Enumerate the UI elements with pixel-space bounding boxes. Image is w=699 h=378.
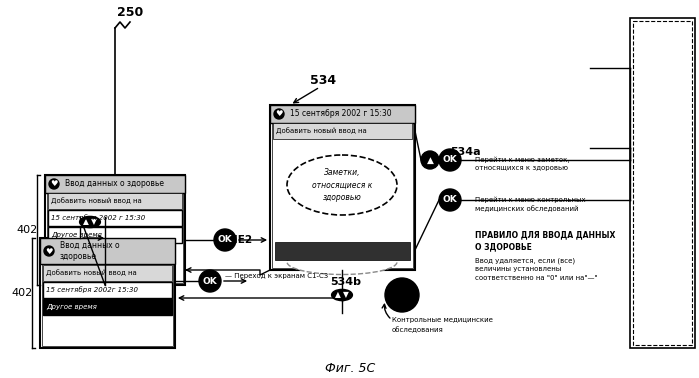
Text: ▲: ▲	[426, 155, 433, 164]
Text: 15 сентября 2002 г 15:30: 15 сентября 2002 г 15:30	[290, 110, 391, 118]
Text: Заметки,
относящиеся к
здоровью: Заметки, относящиеся к здоровью	[312, 168, 372, 202]
Text: Фиг. 5C: Фиг. 5C	[325, 361, 375, 375]
Circle shape	[274, 109, 284, 119]
Bar	[40, 238, 175, 348]
Text: ▲: ▲	[82, 217, 89, 226]
Text: 534: 534	[310, 73, 336, 87]
Text: Добавить новый ввод на: Добавить новый ввод на	[46, 270, 137, 276]
Circle shape	[199, 270, 221, 292]
Text: 402: 402	[16, 225, 38, 235]
Bar	[273, 123, 412, 139]
Ellipse shape	[80, 216, 101, 228]
Circle shape	[439, 149, 461, 171]
Text: Перейти к меню заметок,
относящихся к здоровью: Перейти к меню заметок, относящихся к зд…	[475, 157, 570, 171]
Text: ▲: ▲	[335, 291, 340, 299]
Bar	[47, 177, 183, 283]
Bar	[48, 210, 182, 226]
Circle shape	[214, 229, 236, 251]
Bar	[43, 299, 172, 315]
Text: 15 сентября 2002 г 15:30: 15 сентября 2002 г 15:30	[51, 215, 145, 222]
Bar	[48, 227, 182, 243]
Text: ПРАВИЛО ДЛЯ ВВОДА ДАННЫХ
О ЗДОРОВЬЕ: ПРАВИЛО ДЛЯ ВВОДА ДАННЫХ О ЗДОРОВЬЕ	[475, 230, 615, 251]
Circle shape	[385, 278, 419, 312]
Text: НЕ2: НЕ2	[229, 235, 252, 245]
Text: ▼: ▼	[343, 291, 350, 299]
Text: 250: 250	[117, 6, 143, 19]
Bar	[42, 240, 173, 346]
Bar	[48, 193, 182, 209]
Text: ♥: ♥	[45, 246, 52, 256]
Ellipse shape	[287, 249, 397, 274]
Bar	[45, 175, 185, 285]
Text: Ввод данных о здоровье: Ввод данных о здоровье	[65, 180, 164, 189]
Bar	[43, 265, 172, 281]
Circle shape	[49, 179, 59, 189]
Bar	[633, 21, 692, 345]
Text: Ввод данных о
здоровье: Ввод данных о здоровье	[60, 241, 120, 261]
Text: Добавить новый ввод на: Добавить новый ввод на	[276, 127, 367, 135]
Text: Другое время: Другое время	[46, 304, 97, 310]
Bar	[270, 105, 415, 270]
Text: 534a: 534a	[450, 147, 481, 157]
Text: OK: OK	[442, 155, 457, 164]
Text: — Переход к экранам С1-С3: — Переход к экранам С1-С3	[225, 273, 329, 279]
Text: Контрольные медицинские
обследования: Контрольные медицинские обследования	[392, 318, 493, 333]
Text: ▼: ▼	[92, 217, 97, 226]
Text: Перейти к меню контрольных
медицинских обследований: Перейти к меню контрольных медицинских о…	[475, 196, 586, 212]
Bar	[272, 107, 413, 268]
Bar	[275, 242, 410, 260]
Bar	[630, 18, 695, 348]
Text: OK: OK	[442, 195, 457, 204]
Text: OK: OK	[217, 235, 232, 245]
Circle shape	[439, 189, 461, 211]
Bar	[40, 238, 175, 264]
Ellipse shape	[287, 155, 397, 215]
Text: OK: OK	[203, 276, 217, 285]
Text: Ввод удаляется, если (все)
величины установлены
соответственно на "0" или на"—": Ввод удаляется, если (все) величины уста…	[475, 258, 598, 280]
Bar	[270, 105, 415, 123]
Text: ♥: ♥	[275, 110, 283, 118]
Circle shape	[421, 151, 439, 169]
Bar	[45, 175, 185, 193]
Ellipse shape	[331, 290, 352, 301]
Circle shape	[44, 246, 54, 256]
Text: ♥: ♥	[50, 180, 58, 189]
Bar	[43, 282, 172, 298]
Text: Добавить новый ввод на: Добавить новый ввод на	[51, 198, 142, 204]
Text: 534b: 534b	[330, 277, 361, 287]
Text: Другое время: Другое время	[51, 232, 102, 238]
Text: 15 сентября 2002г 15:30: 15 сентября 2002г 15:30	[46, 287, 138, 293]
Text: 402: 402	[11, 288, 33, 298]
